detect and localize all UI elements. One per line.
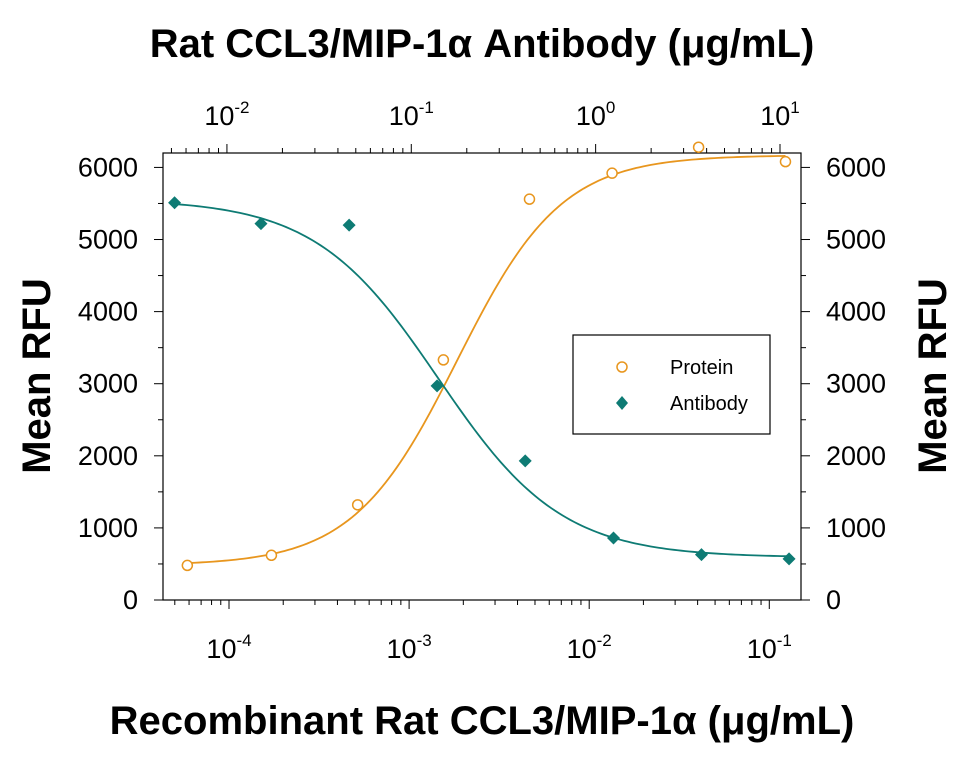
bottom-axis-tick-label: 10-4 <box>206 631 251 664</box>
left-axis-tick-label: 4000 <box>78 297 138 327</box>
top-axis-tick-label: 100 <box>576 98 616 131</box>
protein-data-point <box>265 549 278 562</box>
antibody-data-point <box>607 531 621 545</box>
left-axis-tick-label: 3000 <box>78 369 138 399</box>
protein-data-point <box>351 499 364 511</box>
ticks-layer: 10-4 10-3 10-2 10-1 10-2 10-1 100 101 0 1000 2000 3… <box>78 98 886 664</box>
points-layer <box>168 141 796 572</box>
left-axis-tick-label: 2000 <box>78 441 138 471</box>
bottom-axis-tick-label: 10-3 <box>387 631 432 664</box>
antibody-data-point <box>430 379 444 393</box>
legend-antibody-marker <box>616 396 628 410</box>
protein-data-point <box>181 559 194 572</box>
bottom-axis-title: Recombinant Rat CCL3/MIP-1α (μg/mL) <box>110 699 855 743</box>
top-axis-tick-label: 10-2 <box>204 98 249 131</box>
left-axis-tick-label: 5000 <box>78 225 138 255</box>
antibody-data-point <box>342 218 356 232</box>
legend-protein-marker <box>616 361 628 373</box>
right-axis-tick-label: 5000 <box>826 225 886 255</box>
left-axis-title: Mean RFU <box>15 278 59 474</box>
protein-data-point <box>606 167 618 179</box>
curves-layer <box>174 155 790 564</box>
right-axis-tick-label: 3000 <box>826 369 886 399</box>
bottom-axis-tick-label: 10-2 <box>567 631 612 664</box>
right-axis-tick-label: 1000 <box>826 513 886 543</box>
right-axis-tick-label: 4000 <box>826 297 886 327</box>
antibody-data-point <box>254 217 268 231</box>
legend-protein-label: Protein <box>670 357 733 379</box>
top-axis-tick-label: 101 <box>760 98 800 131</box>
left-axis-tick-label: 0 <box>123 585 138 615</box>
right-axis-tick-label: 6000 <box>826 152 886 182</box>
protein-data-point <box>692 141 705 153</box>
top-axis-title: Rat CCL3/MIP-1α Antibody (μg/mL) <box>150 22 815 66</box>
left-axis-tick-label: 6000 <box>78 152 138 182</box>
legend-antibody-label: Antibody <box>670 393 748 415</box>
protein-data-point <box>437 354 450 366</box>
antibody-data-point <box>518 454 532 468</box>
antibody-data-point <box>168 196 182 210</box>
antibody-fit-curve <box>174 203 790 558</box>
plot-frame <box>162 152 802 601</box>
right-axis-title: Mean RFU <box>911 278 955 474</box>
bottom-axis-tick-label: 10-1 <box>747 631 792 664</box>
antibody-data-point <box>694 548 708 562</box>
protein-data-point <box>523 193 536 205</box>
antibody-data-point <box>782 552 796 566</box>
right-axis-tick-label: 0 <box>826 585 841 615</box>
top-axis-tick-label: 10-1 <box>389 98 434 131</box>
left-axis-tick-label: 1000 <box>78 513 138 543</box>
legend: Protein Antibody <box>572 334 771 435</box>
protein-data-point <box>779 155 792 168</box>
legend-box <box>572 334 771 435</box>
protein-fit-curve <box>187 155 786 564</box>
right-axis-tick-label: 2000 <box>826 441 886 471</box>
